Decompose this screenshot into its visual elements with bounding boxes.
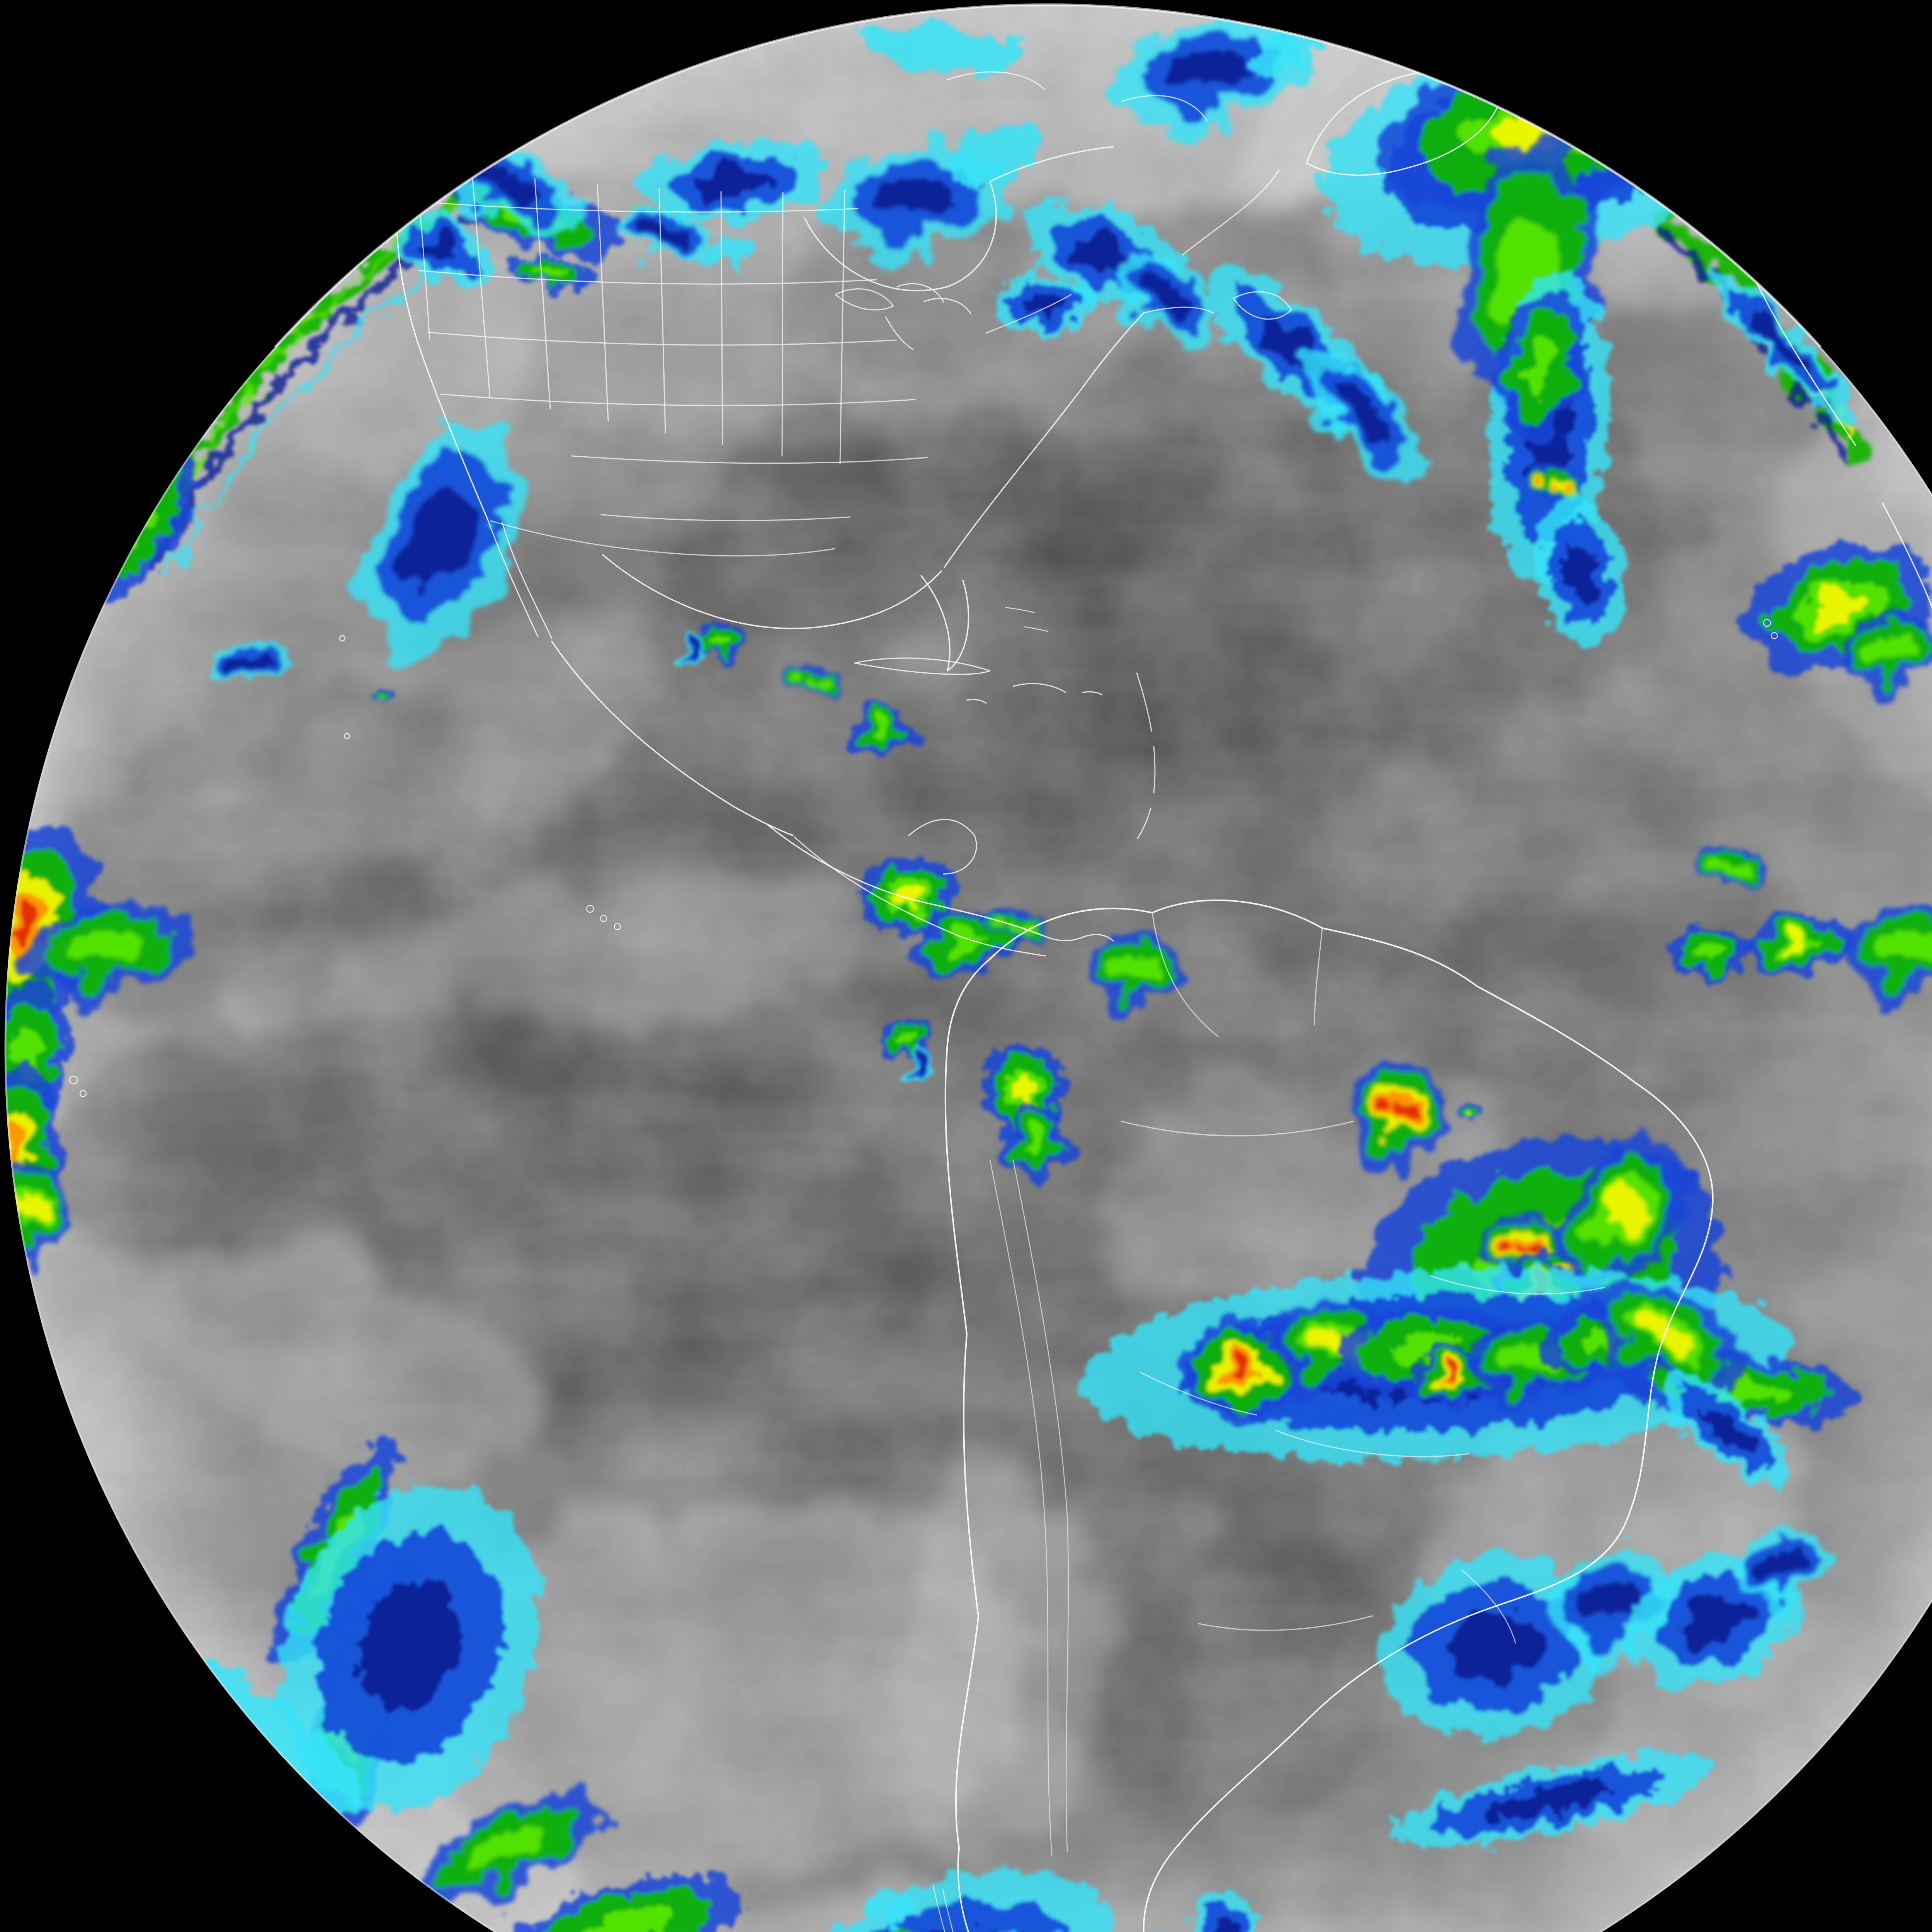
full-disk-satellite-image <box>0 0 1932 1932</box>
midatl-cell-3 <box>1698 849 1760 893</box>
mcs-line-red-storm-red <box>1230 1360 1254 1379</box>
yucatan-cell-green2 <box>804 679 819 690</box>
brazil-isolated-storm <box>1350 1059 1446 1165</box>
caribbean-cell <box>852 704 914 757</box>
ungava-blue <box>992 276 1095 335</box>
peru-coast-blue <box>905 1055 942 1082</box>
plains-cyan-cyan <box>705 238 755 265</box>
colombia-cell-n-yellow <box>1012 1077 1036 1107</box>
natl-band-orange-dot-orange <box>1550 483 1558 495</box>
ungava-blue-navy <box>1023 294 1064 317</box>
texas-cell-green2 <box>709 635 730 648</box>
epac-green-dot <box>371 689 394 706</box>
caribbean-cell-green2 <box>871 721 895 740</box>
texas-cell-blue-navy <box>689 648 703 658</box>
colombia-cell-s-green2 <box>1026 1128 1049 1156</box>
state-v6 <box>782 192 783 456</box>
midatl-cell-1-green2 <box>1694 943 1723 962</box>
brazil-yellow-dot <box>1457 1103 1482 1124</box>
midatl-cell-1 <box>1669 927 1747 979</box>
brazil-yellow-dot-yellow <box>1465 1111 1473 1117</box>
midatl-cell-3-green2 <box>1718 863 1741 879</box>
peru-coast-blue-navy <box>916 1063 931 1074</box>
brazil-isolated-storm-red <box>1389 1102 1407 1122</box>
yucatan-cell <box>791 669 832 701</box>
plains-cyan <box>705 238 755 265</box>
wpac-green-3-yellow <box>19 1197 39 1226</box>
satellite-viewer: Full-disk enhanced infrared weather sate… <box>0 0 1932 1932</box>
texas-cell-blue <box>678 641 714 665</box>
epac-green-dot-green2 <box>378 694 387 701</box>
